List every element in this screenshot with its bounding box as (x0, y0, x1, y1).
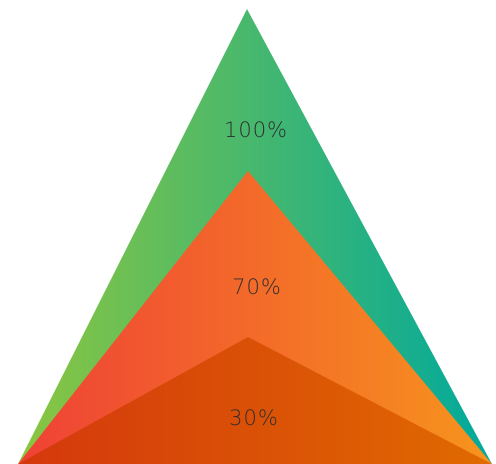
layer-70-label: 70% (232, 275, 282, 299)
layer-30-label: 30% (229, 406, 279, 430)
layer-100-label: 100% (224, 118, 288, 142)
